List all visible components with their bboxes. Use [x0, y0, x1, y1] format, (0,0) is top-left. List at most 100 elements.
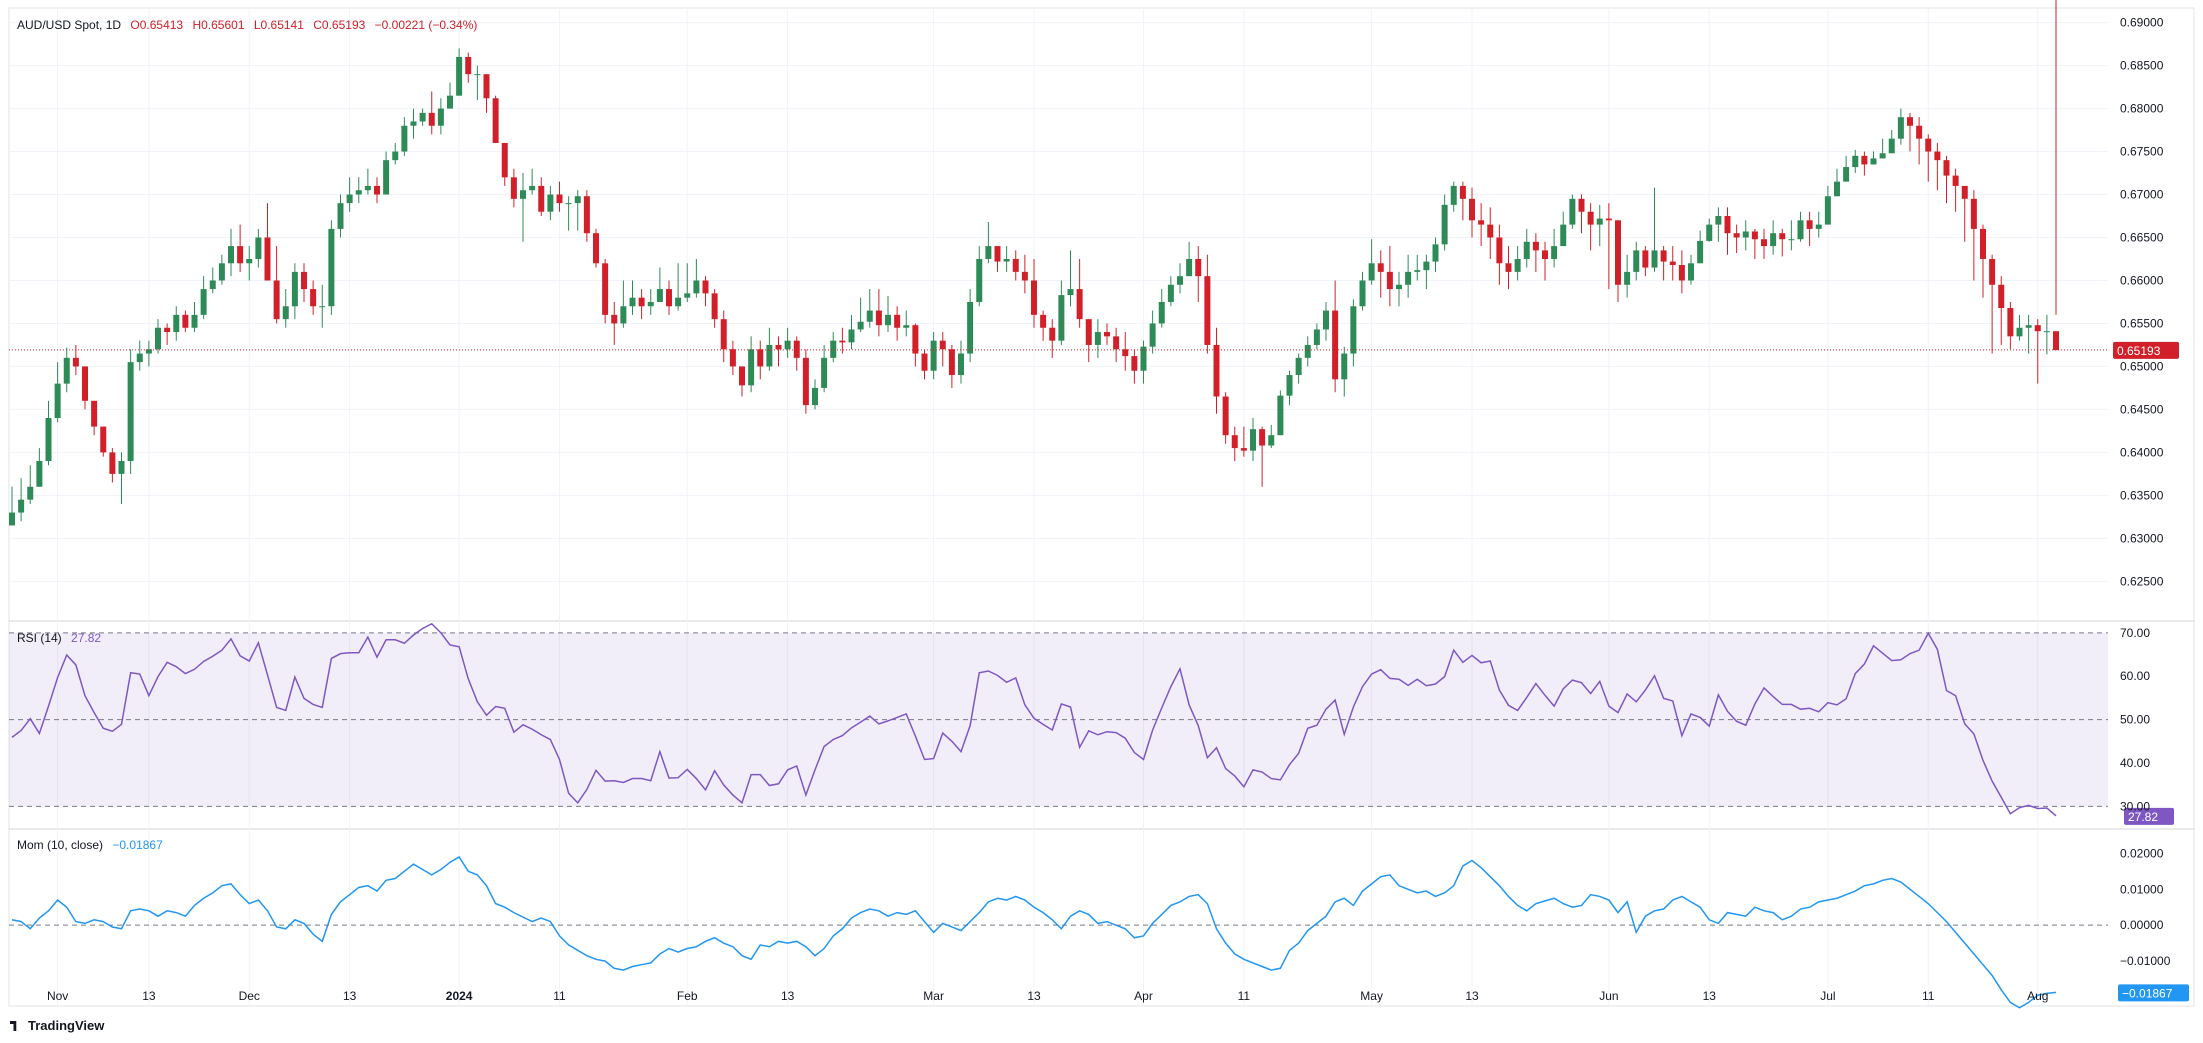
- candle-body: [1085, 319, 1092, 345]
- candle-body: [1341, 353, 1348, 380]
- candle-body: [1104, 332, 1110, 337]
- candle-body: [1523, 241, 1530, 259]
- candle-body: [1542, 250, 1548, 259]
- candle-body: [2007, 307, 2014, 337]
- candle-body: [2025, 325, 2032, 328]
- rsi-tick-label: 40.00: [2120, 756, 2150, 770]
- price-tick-label: 0.64000: [2120, 445, 2164, 459]
- rsi-line: [11, 622, 2057, 817]
- price-legend: AUD/USD Spot, 1D O0.65413 H0.65601 L0.65…: [17, 18, 483, 32]
- candle-body: [1204, 276, 1211, 345]
- candle-body: [27, 486, 34, 500]
- brand-name: TradingView: [28, 1018, 105, 1033]
- candle-body: [1414, 270, 1421, 272]
- time-tick-label: 11: [1922, 989, 1935, 1003]
- candle-body: [310, 289, 317, 307]
- candle-body: [693, 280, 700, 294]
- candle-body: [1706, 224, 1713, 241]
- candle-body: [18, 499, 25, 513]
- candle-body: [501, 142, 508, 178]
- candle-body: [1359, 280, 1366, 307]
- candle-body: [620, 306, 627, 324]
- candle-body: [1742, 231, 1749, 238]
- candle-body: [191, 314, 198, 328]
- candle-body: [1642, 250, 1649, 268]
- candle-body: [994, 246, 1001, 262]
- candle-body: [1852, 155, 1859, 168]
- candle-body: [319, 306, 326, 308]
- candle-body: [830, 340, 837, 358]
- candle-body: [1040, 314, 1047, 328]
- candle-body: [1031, 280, 1037, 315]
- candle-body: [456, 56, 463, 96]
- candle-body: [1323, 310, 1329, 330]
- time-tick-label: Mar: [923, 989, 944, 1003]
- candle-body: [1167, 284, 1174, 302]
- candle-body: [611, 314, 618, 324]
- candle-body: [666, 289, 672, 307]
- candle-body: [155, 327, 161, 350]
- rsi-legend: RSI (14) 27.82: [17, 631, 107, 645]
- candle-body: [1377, 263, 1384, 272]
- candle-body: [109, 452, 116, 474]
- candle-body: [675, 297, 682, 307]
- rsi-value: 27.82: [71, 631, 102, 645]
- candle-body: [958, 353, 964, 376]
- candle-body: [355, 190, 362, 195]
- symbol-label: AUD/USD Spot, 1D: [17, 18, 122, 32]
- price-tick-label: 0.65500: [2120, 316, 2164, 330]
- candle-body: [602, 263, 609, 315]
- candle-body: [2043, 331, 2050, 333]
- candle-body: [136, 353, 143, 363]
- price-tick-label: 0.68000: [2120, 102, 2164, 116]
- rsi-series: 27.82: [9, 622, 2174, 825]
- candle-body: [1779, 233, 1786, 240]
- candle-body: [127, 362, 134, 461]
- candle-body: [784, 340, 791, 350]
- tradingview-logo[interactable]: TradingView: [10, 1018, 104, 1033]
- candle-body: [638, 297, 645, 307]
- candle-body: [273, 280, 280, 320]
- candle-body: [1578, 198, 1585, 212]
- candle-body: [1861, 155, 1868, 165]
- candle-body: [1240, 448, 1247, 451]
- candle-body: [1888, 138, 1895, 154]
- last-price-label: 0.65193: [2117, 344, 2161, 358]
- candle-body: [1268, 435, 1275, 446]
- candle-body: [483, 74, 490, 99]
- price-tick-label: 0.65000: [2120, 359, 2164, 373]
- time-tick-label: 13: [343, 989, 357, 1003]
- candle-body: [1386, 271, 1393, 290]
- candle-body: [903, 325, 910, 328]
- candle-body: [419, 112, 426, 122]
- momentum-tick-label: 0.01000: [2120, 882, 2164, 896]
- candle-body: [36, 460, 43, 487]
- price-tick-label: 0.63500: [2120, 488, 2164, 502]
- candle-body: [1660, 250, 1667, 262]
- candle-body: [1806, 220, 1813, 229]
- candle-body: [255, 237, 262, 259]
- time-tick-label: 13: [1465, 989, 1479, 1003]
- candle-body: [1469, 198, 1475, 221]
- candle-body: [1067, 289, 1074, 296]
- momentum-label: Mom (10, close): [17, 838, 104, 852]
- candle-body: [1751, 231, 1758, 240]
- candle-body: [1569, 198, 1576, 225]
- candle-body: [337, 203, 344, 229]
- candle-body: [173, 314, 180, 333]
- candle-body: [1788, 239, 1795, 241]
- candle-body: [802, 357, 809, 406]
- candle-body: [1651, 250, 1658, 268]
- candle-body: [1177, 276, 1183, 285]
- candle-body: [1715, 216, 1722, 225]
- time-tick-label: 13: [1703, 989, 1717, 1003]
- candle-body: [1514, 258, 1521, 272]
- candle-body: [1003, 258, 1010, 262]
- candle-body: [1824, 196, 1831, 225]
- change-value: −0.00221 (−0.34%): [374, 18, 478, 32]
- candle-body: [875, 310, 882, 326]
- last-price-badge: [2113, 341, 2179, 359]
- time-tick-label: Nov: [47, 989, 68, 1003]
- candle-body: [1195, 258, 1202, 277]
